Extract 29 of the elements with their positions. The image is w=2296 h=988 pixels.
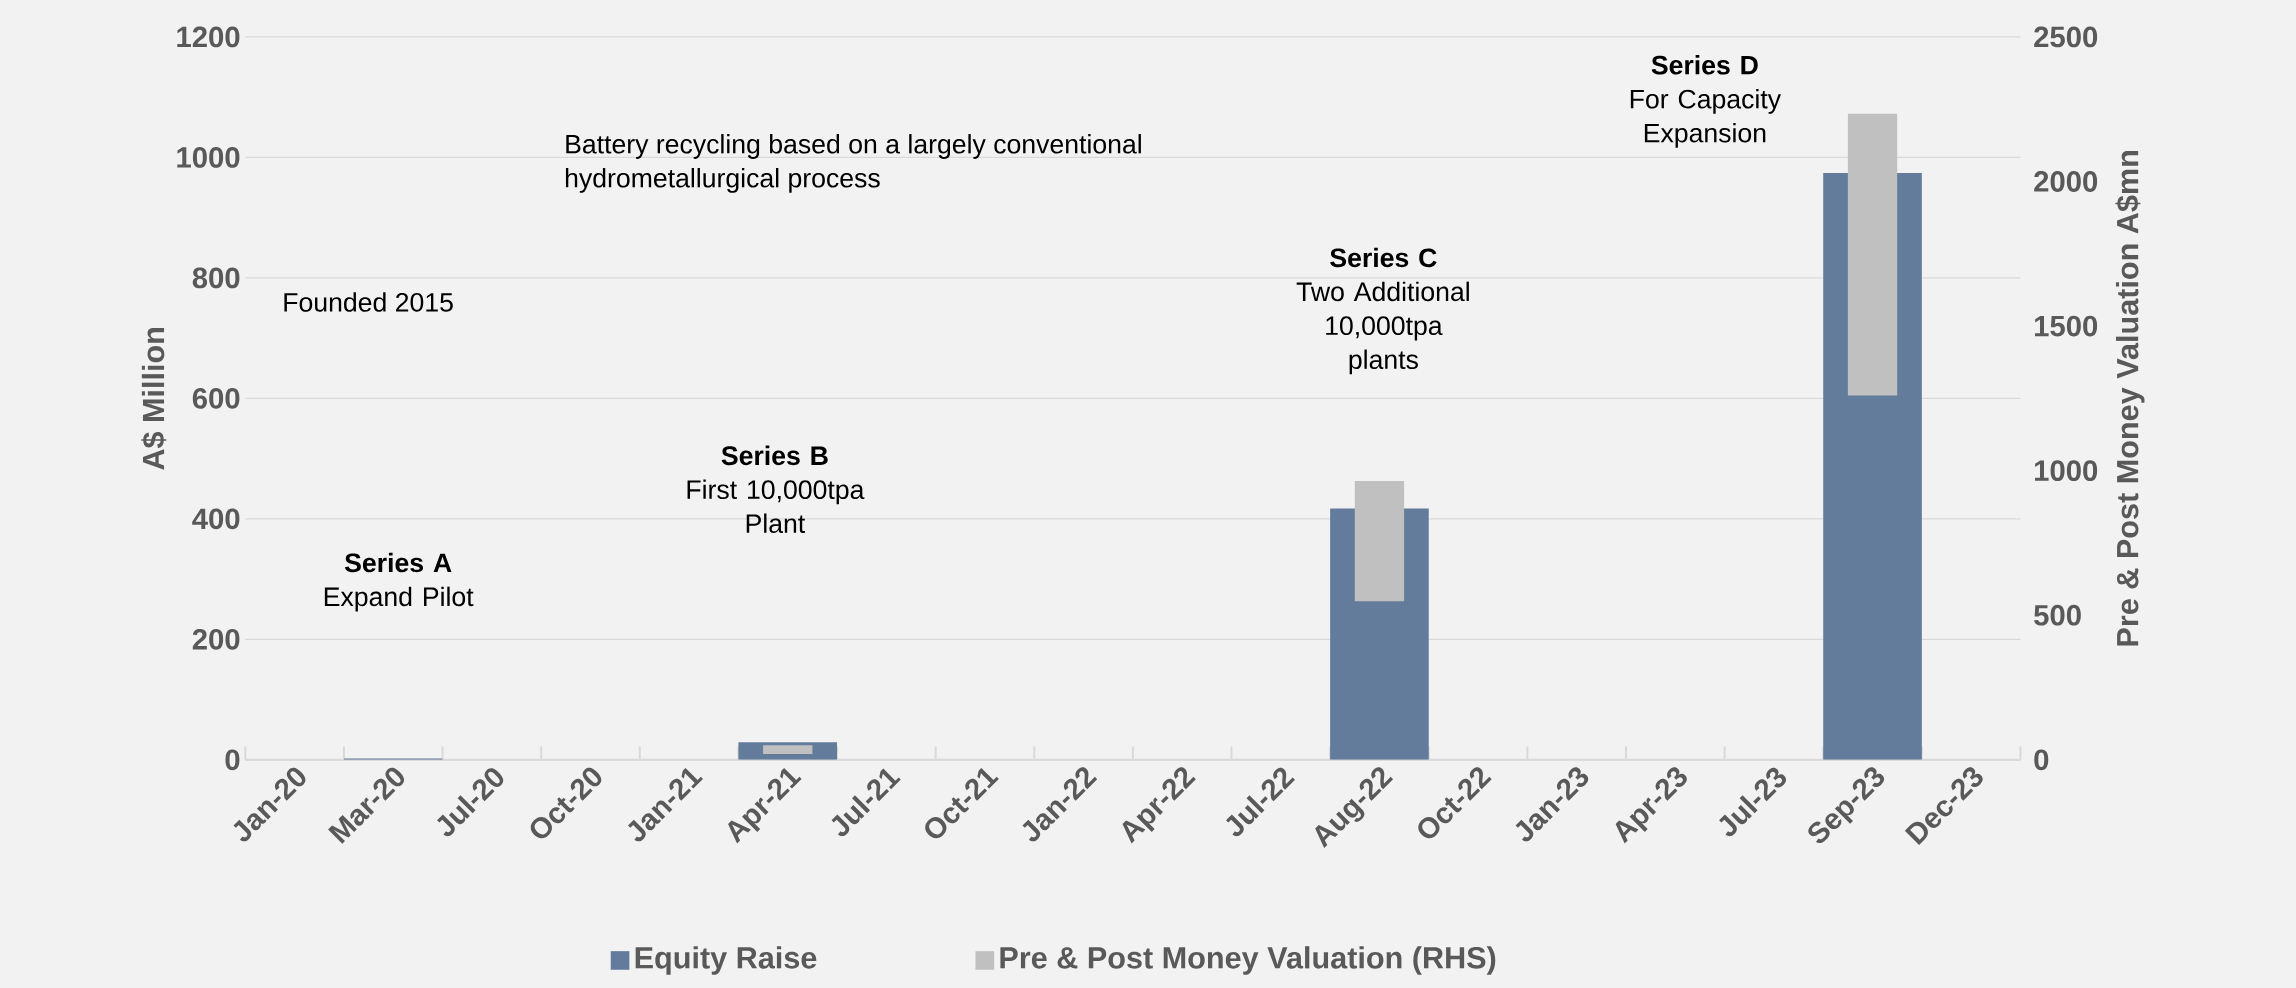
annotation: Series D xyxy=(1651,54,1758,75)
y2-tick-label: 0 xyxy=(2034,749,2049,770)
y2-tick-label: 2500 xyxy=(2034,26,2098,48)
y2-tick-label: 1500 xyxy=(2035,315,2098,337)
annotation: Battery recycling based on a largely conventional hydrometallurgical process xyxy=(565,133,1141,193)
y-axis-title: A$ Million xyxy=(141,327,167,470)
y-tick-label: 1000 xyxy=(177,146,240,168)
annotation: Expand Pilot xyxy=(324,586,474,612)
annotation: For Capacity Expansion xyxy=(1630,88,1781,148)
y2-tick-label: 2000 xyxy=(2034,170,2098,192)
bar xyxy=(1847,113,1898,396)
annotation: Series A xyxy=(344,552,452,573)
y2-tick-label: 500 xyxy=(2034,604,2081,626)
y-tick-label: 400 xyxy=(192,508,240,529)
annotation: First 10,000tpa Plant xyxy=(687,479,865,533)
annotation: Series B xyxy=(721,445,828,465)
legend-label: Equity Raise xyxy=(635,945,817,975)
y-tick-label: 800 xyxy=(192,267,240,289)
bar xyxy=(763,745,813,754)
y-tick-label: 200 xyxy=(192,628,240,650)
legend-label: Pre & Post Money Valuation (RHS) xyxy=(1000,945,1496,975)
y2-tick-label: 1000 xyxy=(2035,460,2098,481)
y2-axis-title: Pre & Post Money Valuation A$mn xyxy=(2115,150,2145,646)
annotation: Two Additional 10,000tpa plants xyxy=(1296,281,1469,375)
annotation: Founded 2015 xyxy=(284,292,453,312)
annotation: Series C xyxy=(1330,247,1437,268)
y-tick-label: 1200 xyxy=(177,26,240,48)
y-tick-label: 600 xyxy=(192,387,240,409)
bar xyxy=(1354,480,1405,602)
